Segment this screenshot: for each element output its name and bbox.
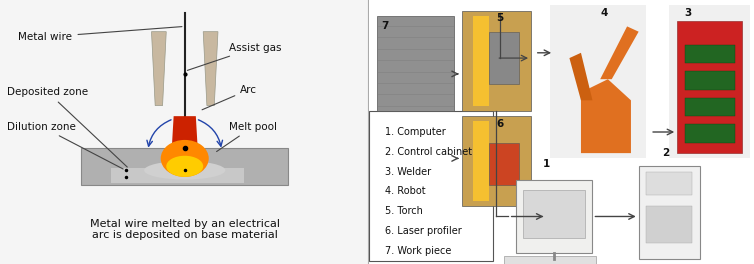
Text: 7: 7	[381, 21, 388, 31]
Bar	[685, 98, 734, 116]
Text: 2. Control cabinet: 2. Control cabinet	[385, 147, 472, 157]
Text: Deposited zone: Deposited zone	[8, 87, 127, 167]
Text: 6. Laser profiler: 6. Laser profiler	[385, 226, 461, 236]
Text: 4. Robot: 4. Robot	[385, 186, 425, 196]
Bar	[516, 180, 593, 253]
Bar	[461, 116, 531, 206]
Bar	[670, 5, 750, 158]
Text: 1: 1	[542, 159, 550, 169]
Ellipse shape	[144, 161, 225, 180]
Text: 3. Welder: 3. Welder	[385, 167, 431, 177]
Bar	[639, 166, 700, 259]
Bar	[474, 121, 489, 201]
Bar	[685, 71, 734, 90]
Text: 2: 2	[662, 148, 669, 158]
Bar	[523, 190, 585, 238]
Bar	[489, 143, 520, 185]
Text: 3: 3	[685, 8, 692, 18]
Bar	[81, 148, 288, 185]
Ellipse shape	[166, 156, 203, 177]
Bar	[474, 16, 489, 106]
Bar	[646, 172, 692, 195]
Bar	[489, 32, 520, 84]
Bar	[461, 11, 531, 111]
Text: Arc: Arc	[202, 85, 257, 110]
Bar	[550, 5, 646, 158]
Text: Assist gas: Assist gas	[187, 43, 281, 70]
Text: Dilution zone: Dilution zone	[8, 122, 123, 169]
Polygon shape	[172, 116, 198, 148]
FancyBboxPatch shape	[369, 111, 492, 261]
Bar	[685, 45, 734, 63]
Polygon shape	[204, 32, 218, 106]
Polygon shape	[581, 79, 631, 153]
Polygon shape	[152, 32, 166, 106]
Bar	[685, 124, 734, 143]
Bar	[677, 21, 743, 153]
Text: 7. Work piece: 7. Work piece	[385, 246, 451, 256]
Ellipse shape	[161, 140, 209, 177]
Bar	[646, 206, 692, 243]
Bar	[111, 168, 244, 183]
Bar	[504, 256, 596, 264]
Text: 5. Torch: 5. Torch	[385, 206, 423, 216]
Text: 4: 4	[600, 8, 608, 18]
Text: 6: 6	[496, 119, 504, 129]
Text: 5: 5	[496, 13, 504, 23]
Text: Metal wire melted by an electrical
arc is deposited on base material: Metal wire melted by an electrical arc i…	[90, 219, 280, 241]
Text: 1. Computer: 1. Computer	[385, 127, 446, 137]
Bar	[377, 16, 454, 111]
Polygon shape	[600, 26, 639, 79]
Text: Melt pool: Melt pool	[216, 122, 277, 152]
Text: Metal wire: Metal wire	[18, 27, 182, 42]
Polygon shape	[569, 53, 593, 100]
